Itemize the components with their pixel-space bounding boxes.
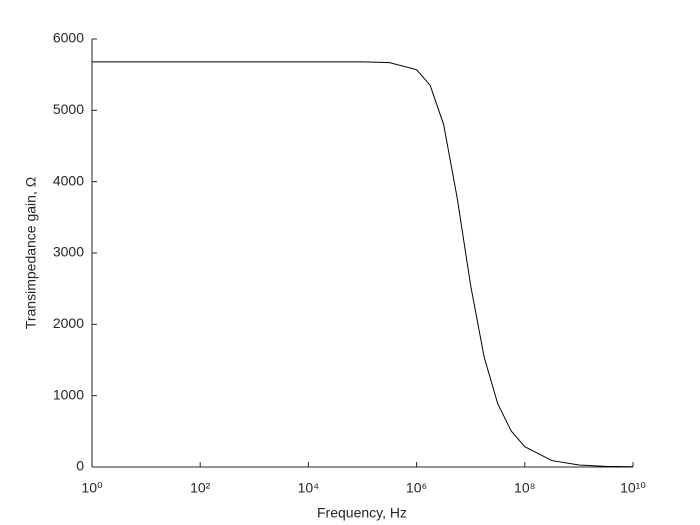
x-tick-label: 10⁴ xyxy=(298,480,320,496)
y-tick-label: 1000 xyxy=(53,386,84,402)
x-tick-label: 10² xyxy=(190,480,211,496)
line xyxy=(92,61,634,468)
x-tick-label: 10⁰ xyxy=(81,480,103,496)
x-tick-label: 10⁶ xyxy=(406,480,427,496)
y-axis-label: Transimpedance gain, Ω xyxy=(23,177,39,329)
x-tick-label: 10¹⁰ xyxy=(620,480,646,496)
y-tick-label: 2000 xyxy=(53,315,84,331)
y-tick-label: 0 xyxy=(76,458,84,474)
x-axis-label: Frequency, Hz xyxy=(317,505,407,521)
y-tick-label: 6000 xyxy=(53,30,84,46)
y-tick-label: 3000 xyxy=(53,244,84,260)
y-tick-label: 4000 xyxy=(53,172,84,188)
x-tick-label: 10⁸ xyxy=(514,480,536,496)
y-tick-label: 5000 xyxy=(53,101,84,117)
